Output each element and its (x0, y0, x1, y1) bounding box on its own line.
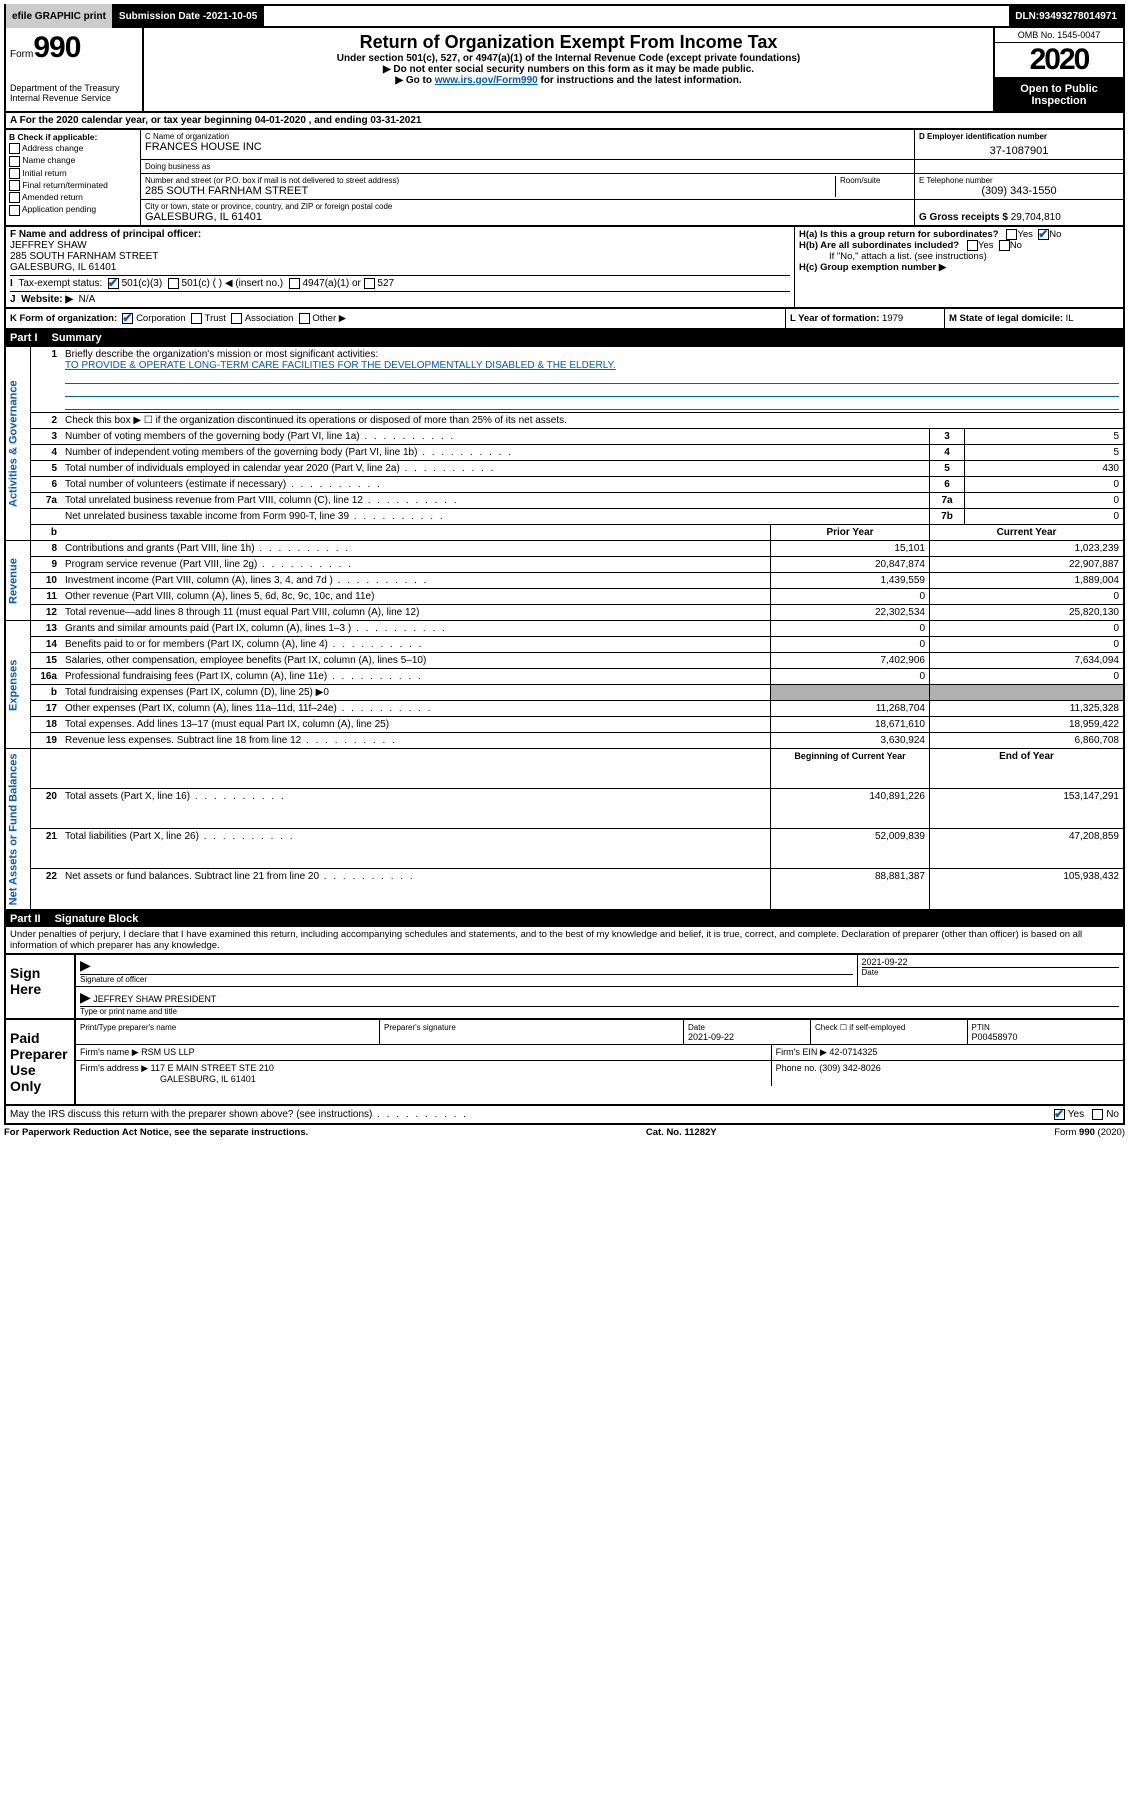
footer: For Paperwork Reduction Act Notice, see … (4, 1125, 1125, 1140)
checkbox-ha-yes[interactable] (1006, 229, 1017, 240)
checkbox-hb-no[interactable] (999, 240, 1010, 251)
checkbox-527[interactable] (364, 278, 375, 289)
row-a-tax-year: A For the 2020 calendar year, or tax yea… (4, 113, 1125, 130)
sign-date: 2021-09-22 (862, 957, 908, 967)
sign-here-section: Sign Here ▶ Signature of officer 2021-09… (4, 955, 1125, 1020)
street-address: 285 SOUTH FARNHAM STREET (145, 185, 835, 197)
irs-link[interactable]: www.irs.gov/Form990 (435, 75, 538, 86)
dln: DLN: 93493278014971 (1009, 4, 1123, 28)
officer-name: JEFFREY SHAW (10, 240, 790, 251)
firm-phone: (309) 342-8026 (819, 1063, 881, 1073)
firm-ein: 42-0714325 (829, 1047, 877, 1057)
form-number-box: Form990 Department of the Treasury Inter… (6, 28, 144, 111)
omb-number: OMB No. 1545-0047 (995, 28, 1123, 43)
vert-governance: Activities & Governance (5, 347, 31, 541)
firm-name: RSM US LLP (141, 1047, 195, 1057)
checkbox-corp[interactable] (122, 313, 133, 324)
telephone: (309) 343-1550 (919, 185, 1119, 197)
checkbox-501c3[interactable] (108, 278, 119, 289)
row-klm: K Form of organization: Corporation Trus… (4, 309, 1125, 330)
discuss-row: May the IRS discuss this return with the… (4, 1106, 1125, 1125)
submission-date: Submission Date - 2021-10-05 (113, 4, 264, 28)
tax-year: 2020 (995, 43, 1123, 79)
preparer-date: 2021-09-22 (688, 1032, 734, 1042)
checkbox-other[interactable] (299, 313, 310, 324)
checkbox-501c[interactable] (168, 278, 179, 289)
form-header: Form990 Department of the Treasury Inter… (4, 28, 1125, 113)
checkbox-trust[interactable] (191, 313, 202, 324)
checkbox-hb-yes[interactable] (967, 240, 978, 251)
checkbox-assoc[interactable] (231, 313, 242, 324)
identity-section: B Check if applicable: Address change Na… (4, 130, 1125, 227)
city-state-zip: GALESBURG, IL 61401 (145, 211, 910, 223)
firm-address: 117 E MAIN STREET STE 210 (151, 1063, 274, 1073)
officer-group-section: F Name and address of principal officer:… (4, 227, 1125, 309)
year-formation: 1979 (882, 313, 903, 324)
form-title: Return of Organization Exempt From Incom… (152, 32, 985, 53)
ptin: P00458970 (972, 1032, 1018, 1042)
gross-receipts: 29,704,810 (1011, 212, 1061, 223)
part2-header: Part IISignature Block (4, 911, 1125, 927)
checkbox-ha-no[interactable] (1038, 229, 1049, 240)
checkbox-discuss-yes[interactable] (1054, 1109, 1065, 1120)
ein: 37-1087901 (919, 145, 1119, 157)
checkbox-discuss-no[interactable] (1092, 1109, 1103, 1120)
officer-signature-name: JEFFREY SHAW PRESIDENT (93, 994, 216, 1004)
summary-table: Activities & Governance 1 Briefly descri… (4, 346, 1125, 911)
checkbox-4947[interactable] (289, 278, 300, 289)
paid-preparer-section: Paid Preparer Use Only Print/Type prepar… (4, 1020, 1125, 1106)
vert-expenses: Expenses (5, 621, 31, 749)
vert-revenue: Revenue (5, 541, 31, 621)
org-name: FRANCES HOUSE INC (145, 141, 910, 153)
state-domicile: IL (1066, 313, 1074, 324)
mission-text[interactable]: TO PROVIDE & OPERATE LONG-TERM CARE FACI… (65, 360, 616, 371)
efile-print-button[interactable]: efile GRAPHIC print (6, 4, 113, 28)
vert-netassets: Net Assets or Fund Balances (5, 749, 31, 910)
part1-header: Part ISummary (4, 330, 1125, 346)
perjury-statement: Under penalties of perjury, I declare th… (4, 927, 1125, 955)
top-bar: efile GRAPHIC print Submission Date - 20… (4, 4, 1125, 28)
website: N/A (79, 294, 96, 305)
